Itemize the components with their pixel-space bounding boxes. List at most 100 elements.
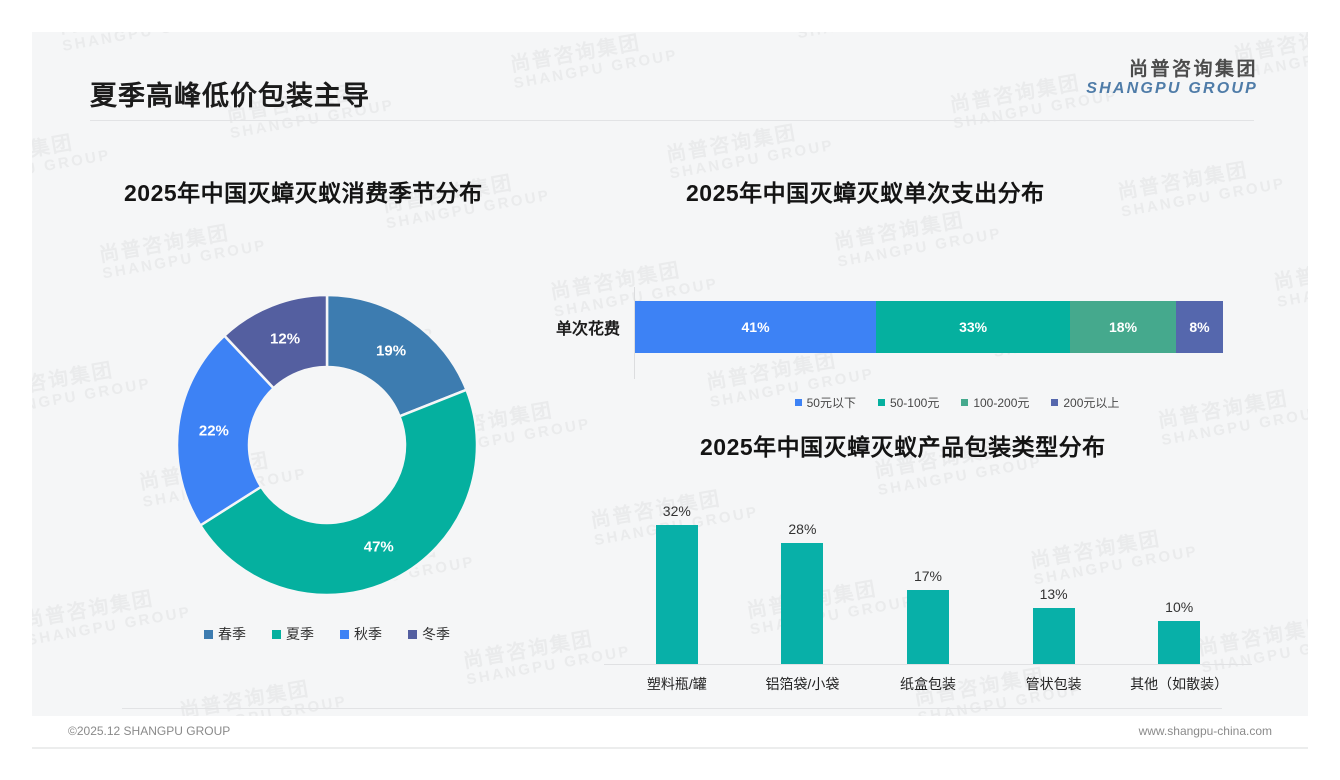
donut-slice-label: 12%: [270, 330, 301, 348]
column-bar[interactable]: [781, 543, 824, 664]
column-chart-title: 2025年中国灭蟑灭蚁产品包装类型分布: [700, 434, 1106, 460]
column-category-label: 管状包装: [1025, 676, 1082, 692]
legend-item[interactable]: 50元以下: [794, 394, 856, 411]
donut-legend: 春季 夏季 秋季 冬季: [162, 624, 492, 644]
column-axis-line: [604, 664, 1252, 665]
copyright-text: ©2025.12 SHANGPU GROUP: [68, 724, 231, 738]
donut-slice-label: 19%: [376, 342, 407, 360]
legend-swatch-icon: [794, 399, 802, 406]
column-plot-area: 32% 28% 17% 13% 10%: [614, 482, 1242, 664]
legend-swatch-icon: [961, 399, 969, 406]
slide-header: 夏季高峰低价包装主导 尚普咨询集团 SHANGPU GROUP: [32, 32, 1308, 121]
legend-swatch-icon: [1051, 399, 1059, 406]
column-bar-group[interactable]: 28%: [743, 482, 861, 664]
column-bar-group[interactable]: 32%: [618, 482, 736, 664]
donut-chart-title: 2025年中国灭蟑灭蚁消费季节分布: [124, 180, 483, 206]
column-category-label: 塑料瓶/罐: [646, 676, 707, 692]
bottom-divider: [32, 747, 1308, 749]
column-bar-group[interactable]: 13%: [995, 482, 1113, 664]
donut-slice-label: 47%: [363, 538, 394, 556]
donut-slice[interactable]: [222, 293, 329, 390]
column-bar[interactable]: [1158, 621, 1201, 664]
legend-item[interactable]: 冬季: [408, 624, 450, 644]
page-title: 夏季高峰低价包装主导: [90, 81, 370, 111]
column-value-label: 17%: [913, 568, 942, 584]
legend-swatch-icon: [877, 399, 885, 406]
legend-item[interactable]: 100-200元: [961, 394, 1029, 411]
season-donut-chart: 19% 47% 22% 12%: [162, 280, 492, 610]
slide-canvas: 尚普咨询集团 SHANGPU GROUP 尚普咨询集团 SHANGPU GROUP 尚普…: [32, 32, 1308, 748]
legend-item[interactable]: 50-100元: [877, 394, 940, 411]
legend-label: 100-200元: [973, 396, 1030, 410]
stacked-chart-title: 2025年中国灭蟑灭蚁单次支出分布: [686, 180, 1045, 206]
stacked-bar-segment[interactable]: 41%: [635, 301, 877, 353]
stacked-bar-segment[interactable]: 8%: [1175, 301, 1223, 353]
watermark-text-cn: 尚普咨询集团: [177, 677, 312, 723]
watermark-text-en: SHANGPU GROUP: [32, 374, 153, 421]
stacked-legend: 50元以下 50-100元 100-200元 200元以上: [672, 394, 1242, 411]
legend-swatch-icon: [272, 629, 281, 639]
column-bar[interactable]: [1032, 608, 1075, 664]
brand-logo-en: SHANGPU GROUP: [1086, 80, 1258, 98]
donut-slice[interactable]: [198, 388, 479, 597]
column-value-label: 28%: [788, 521, 817, 537]
column-category-label: 铝箔袋/小袋: [765, 676, 840, 692]
column-value-label: 10%: [1165, 599, 1194, 615]
legend-item[interactable]: 秋季: [340, 624, 382, 644]
watermark-text-cn: 尚普咨询集团: [32, 359, 116, 405]
column-value-label: 32%: [662, 503, 691, 519]
stacked-category-label: 单次花费: [555, 321, 620, 338]
legend-item[interactable]: 200元以上: [1051, 394, 1119, 411]
legend-item[interactable]: 夏季: [272, 624, 314, 644]
column-bar-group[interactable]: 17%: [869, 482, 987, 664]
legend-swatch-icon: [340, 629, 349, 639]
watermark-text-cn: 尚普咨询集团: [32, 131, 76, 177]
legend-swatch-icon: [408, 629, 417, 639]
watermark-text-cn: 尚普咨询集团: [1272, 249, 1308, 295]
website-link[interactable]: www.shangpu-china.com: [1138, 724, 1272, 738]
column-category-label: 其他（如散装）: [1130, 676, 1229, 692]
legend-label: 50元以下: [806, 396, 856, 410]
watermark-text-cn: 尚普咨询集团: [32, 490, 51, 545]
watermark-text-cn: 尚普咨询集团: [1116, 159, 1250, 205]
legend-swatch-icon: [204, 629, 213, 639]
brand-logo: 尚普咨询集团 SHANGPU GROUP: [1086, 59, 1258, 98]
donut-slice[interactable]: [175, 333, 276, 528]
watermark-text-en: SHANGPU GROUP: [1119, 174, 1287, 221]
watermark-text-cn: 尚普咨询集团: [97, 221, 232, 267]
stacked-bar-segment[interactable]: 33%: [876, 301, 1071, 353]
column-bar[interactable]: [655, 525, 698, 664]
donut-slice-label: 22%: [198, 422, 229, 440]
footnote-divider: [122, 708, 1222, 709]
header-divider: [90, 120, 1254, 121]
spend-stacked-chart: 单次花费 41% 33% 18% 8%: [524, 287, 1244, 382]
donut-svg: [175, 293, 479, 597]
column-category-axis: 塑料瓶/罐 铝箔袋/小袋 纸盒包装 管状包装 其他（如散装）: [614, 674, 1242, 694]
donut-slice[interactable]: [325, 293, 469, 418]
watermark-text-en: SHANGPU GROUP: [32, 511, 54, 561]
column-bar-group[interactable]: 10%: [1120, 482, 1238, 664]
legend-label: 200元以上: [1063, 396, 1120, 410]
column-bar[interactable]: [906, 590, 949, 664]
slide-footer: ©2025.12 SHANGPU GROUP www.shangpu-china…: [32, 716, 1308, 748]
column-category-label: 纸盒包装: [899, 676, 956, 692]
legend-label: 秋季: [354, 626, 382, 642]
package-column-chart: 32% 28% 17% 13% 10% 塑料瓶/罐 铝箔袋/小袋 纸盒包装 管状包装 其他（如散…: [604, 482, 1252, 717]
watermark-text-en: SHANGPU GROUP: [101, 236, 269, 283]
column-value-label: 13%: [1039, 586, 1068, 602]
watermark-text-en: SHANGPU GROUP: [1275, 265, 1308, 311]
legend-label: 夏季: [286, 626, 314, 642]
legend-item[interactable]: 春季: [204, 624, 246, 644]
legend-label: 50-100元: [889, 396, 940, 410]
stacked-bar-segment[interactable]: 18%: [1070, 301, 1176, 353]
stacked-bar-track: 41% 33% 18% 8%: [635, 301, 1223, 353]
